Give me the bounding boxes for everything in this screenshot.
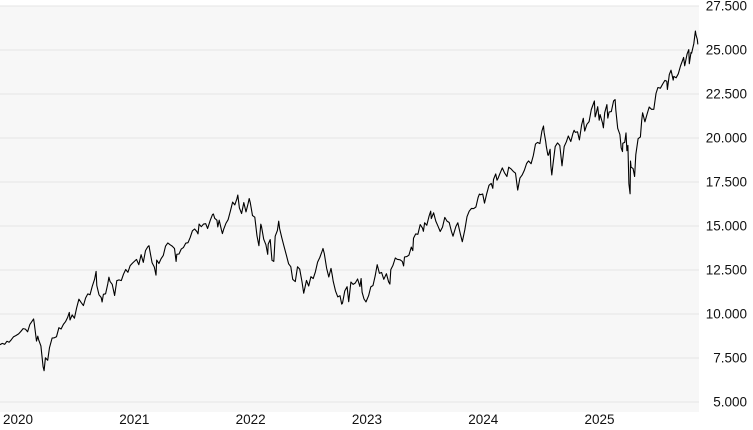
y-axis-label: 15.000 bbox=[706, 219, 747, 234]
x-axis-label: 2024 bbox=[468, 412, 499, 427]
y-axis-label: 12.500 bbox=[706, 263, 747, 278]
y-axis-label: 10.000 bbox=[706, 307, 747, 322]
y-axis-label: 25.000 bbox=[706, 43, 747, 58]
x-axis-label: 2023 bbox=[352, 412, 382, 427]
y-axis-label: 22.500 bbox=[706, 87, 747, 102]
plot-area[interactable] bbox=[0, 6, 699, 412]
x-axis-label: 2020 bbox=[3, 412, 33, 427]
y-axis-label: 27.500 bbox=[706, 0, 747, 14]
y-axis-label: 20.000 bbox=[706, 131, 747, 146]
y-axis-label: 7.500 bbox=[713, 351, 747, 366]
x-axis-label: 2021 bbox=[119, 412, 149, 427]
price-line bbox=[0, 30, 699, 372]
y-axis-label: 17.500 bbox=[706, 175, 747, 190]
x-axis-label: 2022 bbox=[236, 412, 266, 427]
y-axis-label: 5.000 bbox=[713, 395, 747, 410]
x-axis-label: 2025 bbox=[585, 412, 615, 427]
